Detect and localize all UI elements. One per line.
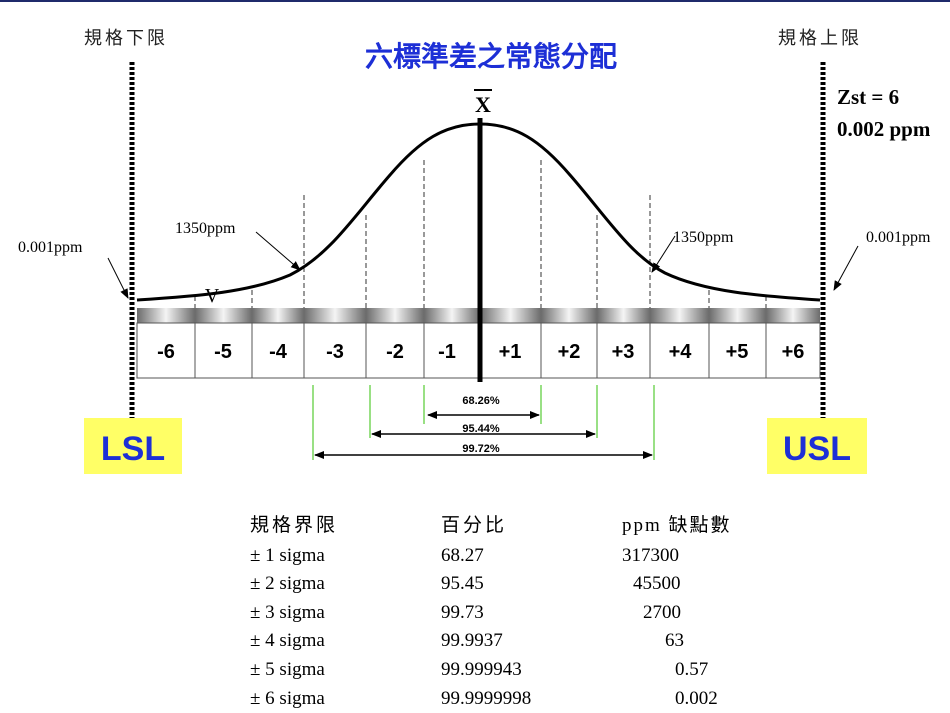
usl-label: USL (783, 430, 851, 468)
lower-spec-label: 規格下限 (84, 28, 168, 48)
ppm-1350-right-label: 1350ppm (673, 229, 734, 246)
mean-label: X (475, 92, 491, 117)
table-cell: ± 5 sigma (250, 659, 325, 680)
top-border-line (0, 0, 950, 2)
sigma-band-strip (137, 308, 820, 323)
sigma-label-plus1: +1 (499, 341, 522, 363)
table-cell: ± 4 sigma (250, 630, 325, 651)
table-cell: ± 2 sigma (250, 573, 325, 594)
table-header-percent: 百分比 (441, 514, 507, 536)
table-cell: 2700 (643, 602, 681, 623)
table-cell: 0.002 (675, 688, 718, 709)
sigma-label-minus6: -6 (157, 341, 175, 363)
zst-label: Zst = 6 (837, 85, 899, 109)
table-header-limits: 規格界限 (250, 514, 338, 536)
sigma-label-plus3: +3 (612, 341, 635, 363)
range-guide-lines (312, 385, 655, 460)
ppm-1350-left-arrow (255, 231, 301, 271)
table-cell: 0.57 (675, 659, 708, 680)
table-cell: 68.27 (441, 545, 484, 566)
sigma-label-plus2: +2 (558, 341, 581, 363)
table-cell: 63 (665, 630, 684, 651)
sigma-label-plus6: +6 (782, 341, 805, 363)
sigma-label-plus4: +4 (669, 341, 693, 363)
tail-left-label: 0.001ppm (18, 239, 83, 256)
sigma-label-minus4: -4 (269, 341, 288, 363)
lsl-box (84, 418, 182, 474)
sigma-division-lines (194, 160, 767, 308)
table-cell: 45500 (633, 573, 681, 594)
sigma-label-plus5: +5 (726, 341, 749, 363)
ppm-right-label: 0.002 ppm (837, 117, 931, 141)
table-cell: 99.9937 (441, 630, 503, 651)
table-cell: 95.45 (441, 573, 484, 594)
table-cell: 99.999943 (441, 659, 522, 680)
table-cell: ± 1 sigma (250, 545, 325, 566)
usl-box (767, 418, 867, 474)
tail-left-arrow (107, 257, 129, 299)
ppm-1350-right-arrow (651, 235, 676, 273)
v-mark: V (205, 285, 220, 307)
table-cell: 317300 (622, 545, 679, 566)
table-cell: 99.9999998 (441, 688, 531, 709)
sigma-label-minus2: -2 (386, 341, 404, 363)
range-label-2-sigma: 95.44% (462, 423, 500, 435)
range-label-3-sigma: 99.72% (462, 443, 500, 455)
tail-right-label: 0.001ppm (866, 229, 931, 246)
sigma-label-minus5: -5 (214, 341, 232, 363)
tail-right-arrow (833, 245, 859, 291)
table-cell: ± 6 sigma (250, 688, 325, 709)
lsl-label: LSL (101, 430, 165, 468)
table-cell: ± 3 sigma (250, 602, 325, 623)
table-header-ppm: ppm 缺點數 (622, 514, 732, 536)
diagram-title: 六標準差之常態分配 (365, 40, 617, 73)
ppm-1350-left-label: 1350ppm (175, 220, 236, 237)
upper-spec-label: 規格上限 (778, 28, 862, 48)
sigma-label-minus1: -1 (438, 341, 456, 363)
range-label-1-sigma: 68.26% (462, 395, 500, 407)
sigma-label-minus3: -3 (326, 341, 344, 363)
table-cell: 99.73 (441, 602, 484, 623)
